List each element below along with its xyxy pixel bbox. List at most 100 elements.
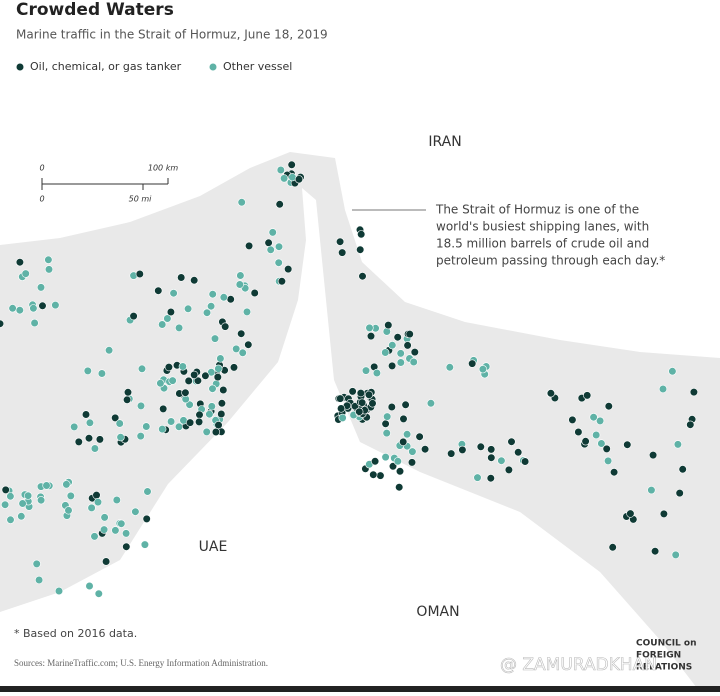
tanker-dot <box>520 457 530 466</box>
vessel-dot <box>473 473 482 482</box>
tanker-dot <box>608 543 617 552</box>
tanker-dot <box>111 413 120 423</box>
tanker-dot <box>604 402 613 411</box>
vessel-dot <box>478 365 488 374</box>
legend-dot <box>16 63 24 71</box>
tanker-dot <box>355 407 364 416</box>
tanker-dot <box>356 389 365 398</box>
tanker-dot <box>371 457 380 466</box>
tanker-dot <box>95 435 104 444</box>
vessel-dot <box>396 349 405 358</box>
vessel-dot <box>426 399 436 408</box>
vessel-dot <box>158 425 167 434</box>
tanker-dot <box>395 483 404 492</box>
vessel-dot <box>595 416 605 426</box>
vessel-dot <box>121 529 131 538</box>
vessel-dot <box>219 293 228 302</box>
subtitle: Marine traffic in the Strait of Hormuz, … <box>16 28 328 42</box>
vessel-dot <box>409 357 418 367</box>
tanker-dot <box>358 398 367 407</box>
vessel-dot <box>280 174 289 183</box>
tanker-dot <box>648 451 658 460</box>
tanker-dot <box>190 370 199 380</box>
tanker-dot <box>369 470 378 479</box>
vessel-dot <box>184 304 193 313</box>
land <box>0 188 700 692</box>
vessel-dot <box>36 496 46 505</box>
vessel-dot <box>238 348 247 357</box>
tanker-dot <box>507 437 516 446</box>
tanker-dot <box>237 329 246 338</box>
tanker-dot <box>689 388 699 397</box>
footnote: * Based on 2016 data. <box>14 627 137 640</box>
vessel-dot <box>274 242 284 251</box>
tanker-dot <box>399 414 408 424</box>
tanker-dot <box>410 348 419 357</box>
tanker-dot <box>245 241 254 250</box>
vessel-dot <box>174 422 184 431</box>
tanker-dot <box>190 276 199 285</box>
vessel-dot <box>6 515 15 524</box>
vessel-dot <box>93 498 103 507</box>
scale-label: 0 <box>39 164 44 173</box>
country-label: OMAN <box>416 604 459 620</box>
tanker-dot <box>226 295 235 304</box>
vessel-dot <box>372 368 382 378</box>
tanker-dot <box>193 376 202 385</box>
vessel-dot <box>232 344 241 354</box>
tanker-dot <box>0 319 5 328</box>
vessel-dot <box>51 301 60 310</box>
legend-dot <box>209 63 217 71</box>
tanker-dot <box>458 445 467 455</box>
vessel-dot <box>97 369 106 378</box>
vessel-dot <box>235 280 244 289</box>
vessel-dot <box>671 550 680 560</box>
tanker-dot <box>337 404 346 413</box>
annotation: The Strait of Hormuz is one of the <box>435 203 639 217</box>
vessel-dot <box>156 379 165 388</box>
tanker-dot <box>275 200 284 209</box>
logo: COUNCIL on <box>636 639 697 649</box>
vessel-dot <box>393 457 402 466</box>
scale-label: 0 <box>39 195 44 204</box>
vessel-dot <box>381 453 390 462</box>
vessel-dot <box>216 354 225 363</box>
vessel-dot <box>85 581 94 591</box>
scale-label: 100 km <box>148 164 178 173</box>
tanker-dot <box>393 333 402 342</box>
vessel-dot <box>24 491 33 500</box>
tanker-dot <box>211 427 220 437</box>
logo: RELATIONS <box>636 663 692 673</box>
tanker-dot <box>129 312 138 321</box>
vessel-dot <box>34 575 44 585</box>
vessel-dot <box>208 290 217 299</box>
vessel-dot <box>266 245 275 254</box>
vessel-dot <box>361 366 371 375</box>
tanker-dot <box>568 415 577 425</box>
tanker-dot <box>201 371 210 380</box>
vessel-dot <box>115 419 124 428</box>
tanker-dot <box>123 388 133 397</box>
vessel-dot <box>90 532 99 541</box>
vessel-dot <box>237 198 246 207</box>
vessel-dot <box>202 308 212 317</box>
tanker-dot <box>376 471 385 480</box>
vessel-dot <box>268 228 277 237</box>
tanker-dot <box>675 489 684 498</box>
vessel-dot <box>90 444 99 453</box>
tanker-dot <box>381 419 390 428</box>
tanker-dot <box>348 387 357 396</box>
tanker-dot <box>294 175 304 184</box>
vessel-dot <box>668 367 677 376</box>
vessel-dot <box>64 506 73 515</box>
tanker-dot <box>626 509 635 518</box>
tanker-dot <box>583 391 592 400</box>
vessel-dot <box>21 269 30 278</box>
tanker-dot <box>395 467 405 476</box>
vessel-dot <box>131 507 140 516</box>
tanker-dot <box>336 394 345 403</box>
bottom-bar <box>0 686 720 692</box>
vessel-dot <box>17 512 26 521</box>
scale-bar <box>41 178 169 190</box>
tanker-dot <box>368 399 377 408</box>
